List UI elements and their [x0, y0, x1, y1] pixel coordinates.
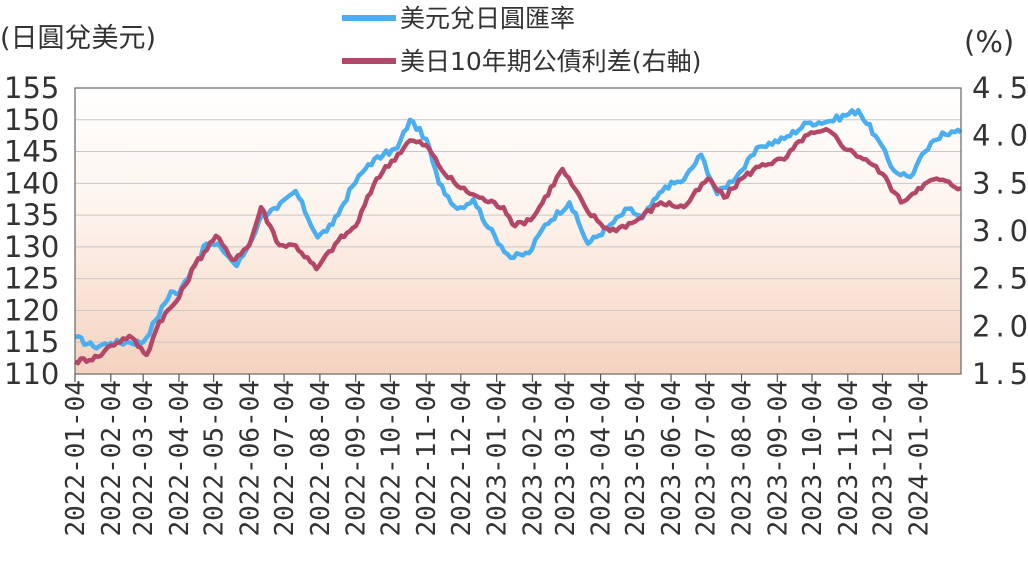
- y-left-tick-label: 150: [4, 103, 59, 137]
- x-tick-label: 2023-11-04: [834, 380, 864, 537]
- x-tick-label: 2023-03-04: [551, 380, 581, 537]
- x-axis: 2022-01-04 2022-02-04 2022-03-04 2022-04-04…: [61, 374, 934, 537]
- x-tick-label: 2023-04-04: [587, 380, 617, 537]
- x-tick-label: 2022-06-04: [235, 380, 265, 537]
- x-tick-label: 2022-07-04: [270, 380, 300, 537]
- x-tick-label: 2022-02-04: [97, 380, 127, 537]
- x-tick-label: 2022-04-04: [165, 380, 195, 537]
- y-left-tick-label: 135: [4, 198, 59, 232]
- y-right-tick-label: 4.5: [972, 71, 1028, 105]
- series-layer: [73, 107, 963, 366]
- x-tick-label: 2022-01-04: [61, 380, 91, 537]
- y-left-tick-label: 115: [4, 325, 59, 359]
- x-tick-label: 2022-03-04: [129, 380, 159, 537]
- x-tick-label: 2023-09-04: [763, 380, 793, 537]
- legend-label-usdjpy: 美元兌日圓匯率: [400, 4, 575, 33]
- right-axis-label: (%): [964, 25, 1014, 59]
- x-tick-label: 2022-12-04: [447, 380, 477, 537]
- x-tick-label: 2023-10-04: [798, 380, 828, 537]
- x-tick-label: 2023-08-04: [728, 380, 758, 537]
- plot-background: [75, 88, 961, 374]
- x-tick-label: 2024-01-04: [904, 380, 934, 537]
- y-right-tick-label: 4.0: [972, 119, 1028, 153]
- x-tick-label: 2023-07-04: [692, 380, 722, 537]
- y-right-tick-label: 3.0: [972, 214, 1028, 248]
- y-left-tick-label: 155: [4, 71, 59, 105]
- y-left-tick-label: 140: [4, 166, 59, 200]
- left-axis-label: (日圓兌美元): [0, 23, 156, 54]
- x-tick-label: 2022-05-04: [200, 380, 230, 537]
- x-tick-label: 2022-08-04: [306, 380, 336, 537]
- y-right-tick-label: 3.5: [972, 166, 1028, 200]
- x-tick-label: 2022-10-04: [376, 380, 406, 537]
- x-tick-label: 2022-11-04: [412, 380, 442, 537]
- series-line-spread: [73, 126, 962, 366]
- x-tick-label: 2023-06-04: [657, 380, 687, 537]
- x-tick-label: 2023-01-04: [483, 380, 513, 537]
- y-right-tick-label: 2.5: [972, 262, 1028, 296]
- x-tick-label: 2023-05-04: [621, 380, 651, 537]
- legend-label-spread: 美日10年期公債利差(右軸): [400, 47, 701, 76]
- series-line-usdjpy: [74, 107, 963, 351]
- x-tick-label: 2023-02-04: [518, 380, 548, 537]
- y-left-tick-label: 130: [4, 230, 59, 264]
- plot-frame: [74, 87, 962, 375]
- x-tick-label: 2022-09-04: [342, 380, 372, 537]
- y-left-tick-label: 120: [4, 293, 59, 327]
- y-right-tick-label: 2.0: [972, 309, 1028, 343]
- y-left-tick-label: 125: [4, 262, 59, 296]
- y-right-tick-label: 1.5: [972, 357, 1028, 391]
- right-axis: 1.5 2.0 2.5 3.0 3.5 4.0 4.5: [972, 71, 1028, 391]
- legend: 美元兌日圓匯率 美日10年期公債利差(右軸): [342, 4, 701, 76]
- y-left-tick-label: 145: [4, 135, 59, 169]
- x-tick-label: 2023-12-04: [868, 380, 898, 537]
- y-left-tick-label: 110: [4, 357, 59, 391]
